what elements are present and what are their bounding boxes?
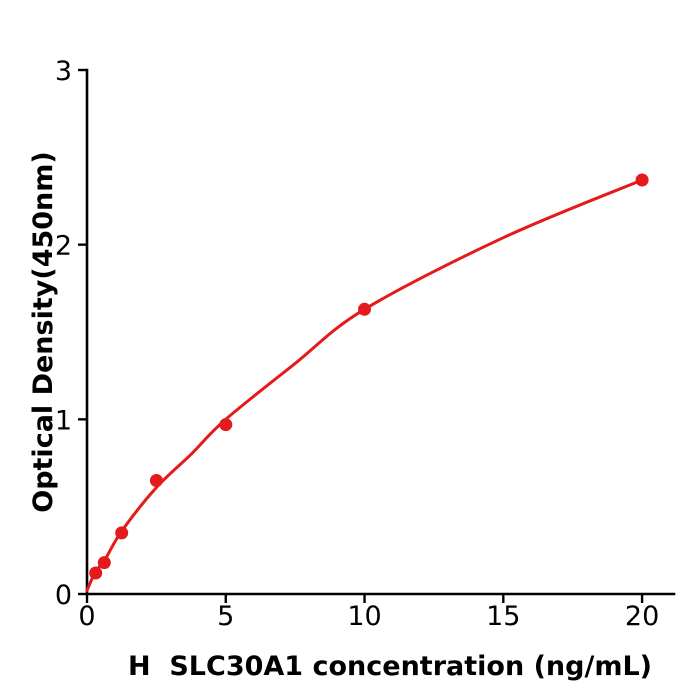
x-tick-label: 15	[486, 601, 520, 632]
x-tick-label: 0	[78, 601, 95, 632]
y-tick-label: 1	[55, 405, 72, 436]
data-point	[219, 418, 233, 432]
axes-layer	[85, 68, 676, 596]
ticks-layer: 0 5 10 15 20 0 1 2 3	[55, 56, 659, 632]
data-point	[358, 302, 371, 316]
y-tick-label: 0	[55, 580, 72, 611]
fitted-curve-layer	[85, 178, 644, 592]
x-tick-label: 10	[347, 601, 381, 632]
x-tick-label: 5	[217, 601, 234, 632]
data-point	[149, 474, 163, 487]
x-axis-title: H SLC30A1 concentration (ng/mL)	[128, 651, 652, 682]
data-points-layer	[89, 173, 649, 580]
y-tick-label: 3	[55, 56, 72, 87]
data-point	[635, 173, 649, 187]
data-point	[89, 566, 103, 580]
y-axis-title: Optical Density(450nm)	[28, 151, 59, 513]
x-tick-label: 20	[625, 601, 659, 632]
data-point	[115, 526, 129, 540]
axis-spines	[85, 68, 676, 596]
y-tick-label: 2	[55, 231, 72, 262]
fitted-curve	[85, 178, 644, 592]
data-point	[97, 556, 111, 570]
